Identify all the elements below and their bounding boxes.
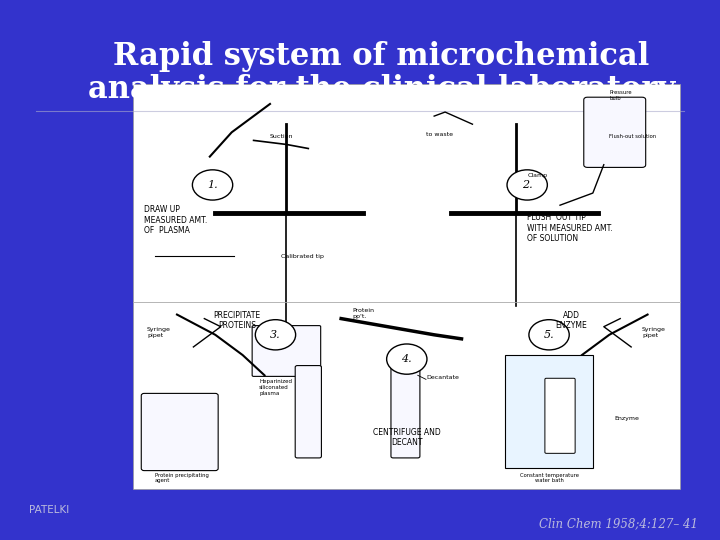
Text: DRAW UP
MEASURED AMT.
OF  PLASMA: DRAW UP MEASURED AMT. OF PLASMA bbox=[144, 205, 207, 235]
Circle shape bbox=[507, 170, 547, 200]
FancyBboxPatch shape bbox=[584, 97, 646, 167]
Text: 3.: 3. bbox=[270, 330, 281, 340]
Text: Syringe
pipet: Syringe pipet bbox=[642, 327, 666, 338]
Text: 1.: 1. bbox=[207, 180, 218, 190]
Text: 4.: 4. bbox=[402, 354, 412, 364]
FancyBboxPatch shape bbox=[252, 326, 320, 376]
Text: Enzyme: Enzyme bbox=[615, 416, 639, 421]
Text: Calibrated tip: Calibrated tip bbox=[281, 254, 324, 259]
Text: PRECIPITATE
PROTEINS: PRECIPITATE PROTEINS bbox=[214, 310, 261, 330]
FancyBboxPatch shape bbox=[391, 353, 420, 458]
Text: Constant temperature
water bath: Constant temperature water bath bbox=[520, 472, 579, 483]
Text: 5.: 5. bbox=[544, 330, 554, 340]
Circle shape bbox=[387, 344, 427, 374]
Text: FLUSH  OUT TIP
WITH MEASURED AMT.
OF SOLUTION: FLUSH OUT TIP WITH MEASURED AMT. OF SOLU… bbox=[527, 213, 613, 243]
FancyBboxPatch shape bbox=[545, 378, 575, 454]
Text: Decantate: Decantate bbox=[426, 375, 459, 380]
Text: PATELKI: PATELKI bbox=[29, 505, 69, 515]
Text: Flush-out solution: Flush-out solution bbox=[609, 134, 657, 139]
Text: Rapid system of microchemical: Rapid system of microchemical bbox=[114, 41, 649, 72]
Text: 2.: 2. bbox=[522, 180, 533, 190]
FancyBboxPatch shape bbox=[141, 393, 218, 470]
Text: analysis for the clinical laboratory: analysis for the clinical laboratory bbox=[88, 73, 675, 105]
Text: Syringe
pipet: Syringe pipet bbox=[147, 327, 171, 338]
Text: ADD
ENZYME: ADD ENZYME bbox=[555, 310, 587, 330]
Text: Protein
pp't.: Protein pp't. bbox=[352, 308, 374, 319]
Text: Heparinized
siliconated
plasma: Heparinized siliconated plasma bbox=[259, 379, 292, 396]
Text: to waste: to waste bbox=[426, 132, 453, 137]
Circle shape bbox=[256, 320, 296, 350]
Circle shape bbox=[529, 320, 570, 350]
Text: Pressure
bulb: Pressure bulb bbox=[609, 90, 632, 100]
Text: Clamp: Clamp bbox=[527, 173, 547, 178]
Text: CENTRIFUGE AND
DECANT: CENTRIFUGE AND DECANT bbox=[373, 428, 441, 447]
FancyBboxPatch shape bbox=[505, 355, 593, 468]
Text: Protein precipitating
agent: Protein precipitating agent bbox=[155, 472, 209, 483]
FancyBboxPatch shape bbox=[295, 366, 321, 458]
Text: Clin Chem 1958;4:127– 41: Clin Chem 1958;4:127– 41 bbox=[539, 517, 698, 530]
Text: Suction: Suction bbox=[270, 134, 294, 139]
Circle shape bbox=[192, 170, 233, 200]
FancyBboxPatch shape bbox=[133, 84, 680, 489]
